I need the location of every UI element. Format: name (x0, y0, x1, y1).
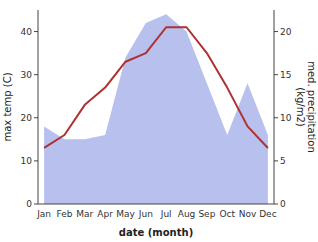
chart-container: 0 10 20 30 40 0 5 10 15 20 Jan Feb Mar AprMayJun Jul Au… (0, 0, 318, 242)
y-tick-label: 0 (26, 199, 32, 209)
x-tick-label: May (116, 209, 135, 219)
y2-tick-label: 20 (280, 27, 292, 37)
x-axis-label: date (month) (119, 227, 193, 238)
y2-tick-label: 0 (280, 199, 286, 209)
plot-area (44, 14, 268, 204)
x-tick-label: Jul (160, 209, 172, 219)
y2-tick (274, 160, 278, 161)
y-tick-label: 10 (21, 156, 33, 166)
y-axis-label-group: max temp (C) (2, 72, 13, 141)
y-tick (34, 117, 38, 118)
x-tick-label: Mar (76, 209, 93, 219)
x-tick-label: Apr (97, 209, 113, 219)
x-tick-label: Nov (239, 209, 257, 219)
x-tick-label: Oct (219, 209, 235, 219)
y2-tick-label: 5 (280, 156, 286, 166)
precip-area (44, 14, 268, 204)
y2-axis-label-line: med. precipitation (306, 61, 317, 153)
y2-tick (274, 31, 278, 32)
x-tick-label: Dec (259, 209, 276, 219)
temp-line (44, 27, 268, 148)
y-tick (34, 74, 38, 75)
y2-axis-line (274, 10, 275, 204)
y-tick (34, 204, 38, 205)
x-tick-label: Aug (178, 209, 196, 219)
y-axis-line (38, 10, 39, 204)
y2-axis-label: med. precipitation(kg/m2) (295, 61, 317, 153)
y2-axis-label-group: med. precipitation(kg/m2) (295, 61, 317, 153)
x-tick-label: Jan (36, 209, 51, 219)
y-tick (34, 31, 38, 32)
y2-tick-label: 15 (280, 70, 291, 80)
chart: 0 10 20 30 40 0 5 10 15 20 Jan Feb Mar AprMayJun Jul Au… (0, 0, 318, 242)
y-tick-label: 40 (21, 27, 33, 37)
x-tick-label: Feb (56, 209, 72, 219)
y-tick-label: 20 (21, 113, 33, 123)
y2-tick (274, 74, 278, 75)
x-tick-label: Jun (138, 209, 153, 219)
x-axis-line (38, 204, 274, 205)
y2-tick (274, 117, 278, 118)
y-tick (34, 160, 38, 161)
y2-axis-label-line: (kg/m2) (295, 87, 306, 127)
y2-tick-label: 10 (280, 113, 292, 123)
x-tick-label: Sep (198, 209, 215, 219)
y-tick-label: 30 (21, 70, 33, 80)
y2-tick (274, 204, 278, 205)
y-axis-label: max temp (C) (2, 72, 13, 141)
